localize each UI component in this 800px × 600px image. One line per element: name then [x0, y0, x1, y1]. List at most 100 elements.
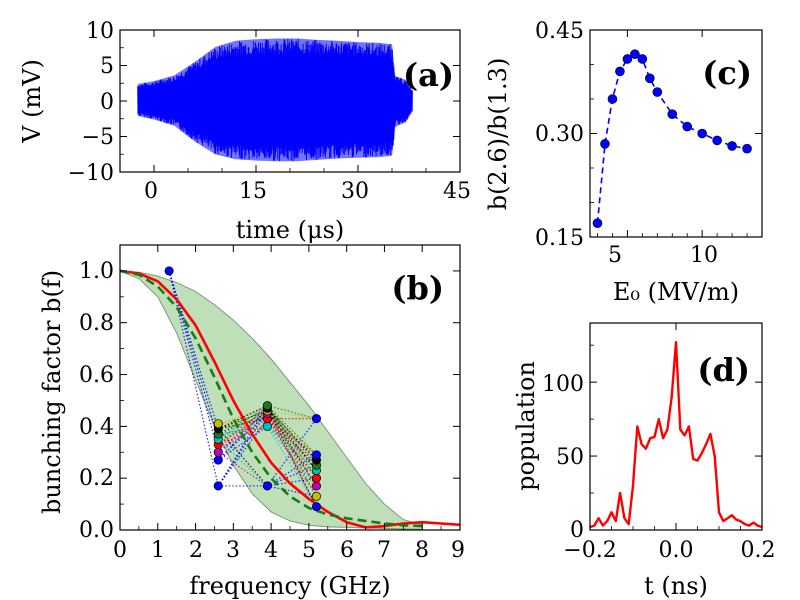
panel-b-xtick: 0: [113, 538, 127, 563]
data-connector: [266, 407, 317, 471]
panel-a-xtick: 0: [144, 179, 158, 204]
panel-d-label: (d): [697, 351, 750, 389]
panel-d-ticks: [589, 323, 763, 531]
panel-d-xtick: 0.2: [741, 538, 776, 563]
panel-b-ytick: 0.8: [79, 311, 114, 336]
panel-b-xtick: 1: [151, 538, 165, 563]
data-point: [311, 473, 321, 483]
data-connector: [267, 477, 317, 487]
ratio-point: [592, 218, 603, 228]
data-point: [262, 401, 272, 411]
voltage-envelope: [137, 38, 413, 162]
data-connector: [217, 418, 268, 453]
ratio-point: [615, 66, 625, 77]
panel-d-ytick: 100: [542, 372, 584, 397]
data-point: [311, 414, 321, 424]
data-connector: [217, 405, 268, 487]
panel-b-xtick: 7: [377, 538, 391, 563]
data-connector: [266, 405, 317, 479]
panel-a-ytick: −5: [82, 125, 114, 150]
panel-b: 0 1 2 3 4 5 6 7 8 9 1.0 0.8 0.6 0.4 0.2 …: [38, 244, 465, 600]
panel-c-xtick: 5: [608, 243, 622, 268]
panel-a-ticks: [119, 29, 461, 173]
panel-a: 0 15 30 45 10 5 0 −5 −10 time (μs) V (mV…: [18, 19, 471, 244]
panel-b-xtick: 2: [189, 538, 203, 563]
panel-a-xtick: 45: [443, 179, 471, 204]
panel-c-ylabel: b(2.6)/b(1.3): [484, 58, 512, 211]
data-connector: [266, 405, 317, 466]
ratio-point: [682, 121, 693, 132]
ratio-point: [712, 135, 722, 146]
data-point: [311, 502, 321, 512]
panel-c-xtick: 10: [690, 243, 718, 268]
panel-b-ticks: [119, 245, 461, 531]
panel-a-plot: [137, 38, 413, 162]
data-connector: [267, 454, 317, 487]
data-connector: [267, 410, 317, 420]
data-connector: [168, 270, 219, 430]
panel-b-xtick: 8: [415, 538, 429, 563]
panel-d-ytick: 0: [570, 518, 584, 543]
data-connector: [218, 418, 268, 430]
panel-b-xtick: 4: [264, 538, 278, 563]
panel-b-xlabel: frequency (GHz): [189, 572, 390, 600]
data-connector: [218, 423, 268, 427]
ratio-point: [630, 49, 640, 59]
data-point: [213, 455, 223, 465]
data-connector: [266, 413, 317, 487]
panel-b-ytick: 0.0: [79, 518, 114, 543]
panel-d-xtick: −0.2: [563, 538, 616, 563]
ratio-point: [600, 139, 610, 149]
data-connector: [217, 451, 268, 487]
data-point: [311, 491, 321, 501]
data-connector: [266, 418, 317, 479]
ratio-line: [596, 53, 748, 224]
panel-d-plot: [590, 341, 762, 529]
gaussian-line: [120, 269, 423, 528]
data-connector: [266, 407, 317, 461]
panel-b-xtick: 6: [340, 538, 354, 563]
data-point: [164, 266, 174, 276]
panel-d-ylabel: population: [512, 361, 540, 491]
panel-b-xtick: 9: [451, 538, 465, 563]
data-point: [213, 419, 223, 429]
ratio-point: [742, 143, 752, 154]
data-connector: [218, 425, 268, 435]
panel-b-ytick: 1.0: [79, 259, 114, 284]
panel-b-ytick: 0.4: [79, 415, 114, 440]
panel-d-xtick: 0.0: [659, 538, 694, 563]
panel-d: −0.2 0.0 0.2 100 50 0 t (ns) population …: [512, 322, 776, 600]
ratio-point: [652, 87, 663, 97]
panel-c-ytick: 0.30: [535, 122, 584, 147]
data-point: [262, 421, 272, 431]
data-connector: [266, 405, 317, 456]
ratio-point: [622, 54, 633, 64]
panel-a-ylabel: V (mV): [18, 59, 46, 144]
data-point: [213, 481, 223, 491]
panel-b-ytick: 0.2: [79, 466, 114, 491]
panel-a-xtick: 15: [239, 179, 267, 204]
panel-a-label: (a): [403, 56, 454, 94]
panel-b-xtick: 3: [226, 538, 240, 563]
panel-c-label: (c): [702, 54, 752, 92]
data-connector: [267, 485, 317, 497]
data-connector: [266, 426, 317, 507]
panel-c-plot: [592, 49, 752, 228]
uncertainty-band: [120, 270, 423, 530]
data-point: [311, 481, 321, 491]
panel-b-ytick: 0.6: [79, 363, 114, 388]
ratio-point: [645, 73, 655, 84]
data-point: [262, 481, 272, 491]
panel-d-xlabel: t (ns): [644, 572, 708, 600]
data-connector: [267, 405, 317, 420]
panel-c-ticks: [590, 29, 762, 238]
data-connector: [266, 410, 317, 497]
panel-c-ytick: 0.15: [535, 226, 584, 251]
panel-b-xtick: 5: [302, 538, 316, 563]
data-point: [213, 447, 223, 457]
panel-c-ytick: 0.45: [535, 19, 584, 44]
ratio-point: [637, 54, 648, 64]
panel-b-label: (b): [391, 269, 444, 307]
data-connector: [217, 425, 268, 461]
